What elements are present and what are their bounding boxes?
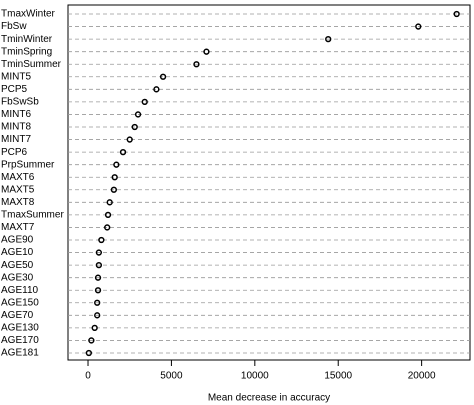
dot [159,73,167,80]
dot [88,337,95,344]
y-tick-label: FbSwSb [1,97,39,108]
dot [203,48,210,55]
dot [106,199,113,206]
dot [94,287,102,294]
dot [104,211,112,219]
y-tick-label: MINT6 [1,109,31,120]
y-tick-label: MAXT6 [1,172,35,183]
y-tick-label: AGE150 [1,297,39,308]
x-tick-label: 20000 [408,371,436,382]
dot [193,61,200,68]
dot [415,23,422,30]
dot [91,324,98,332]
dot [94,299,101,306]
x-tick-label: 10000 [241,371,269,382]
y-tick-label: AGE130 [1,323,39,334]
x-tick-label: 5000 [160,371,183,382]
dot [95,261,103,269]
dot [126,136,133,143]
y-tick-label: TminSummer [1,59,62,70]
y-tick-label: AGE50 [1,260,34,271]
dot [98,236,105,244]
y-tick-label: AGE181 [1,348,39,359]
dot [119,148,127,156]
y-tick-label: TminWinter [1,34,53,45]
y-tick-label: MINT5 [1,71,31,82]
y-tick-label: TmaxSummer [1,210,64,221]
y-tick-label: AGE170 [1,335,39,346]
x-tick-label: 0 [85,371,91,382]
dot [94,274,102,281]
y-tick-label: AGE10 [1,247,34,258]
y-tick-label: PrpSummer [1,159,55,170]
x-tick-label: 15000 [324,371,352,382]
y-tick-label: AGE70 [1,310,34,321]
x-axis-label: Mean decrease in accuracy [208,393,330,404]
y-tick-label: TminSpring [1,46,52,57]
dot [325,35,332,43]
dot [104,224,111,231]
dot [131,123,138,131]
dot [85,349,93,357]
dot [153,86,160,93]
y-tick-label: MAXT8 [1,197,35,208]
dot [94,312,101,319]
dot [453,10,460,18]
dot [95,249,103,256]
plot-frame [67,4,471,361]
y-tick-label: AGE110 [1,285,38,296]
y-tick-label: PCP6 [1,147,28,158]
y-tick-label: MINT7 [1,134,31,145]
y-tick-label: FbSw [1,21,27,32]
dot [113,161,120,168]
y-tick-label: AGE90 [1,235,34,246]
y-tick-label: MINT8 [1,122,31,133]
y-tick-label: AGE30 [1,272,34,283]
dot [141,98,148,106]
dot [111,174,118,181]
y-tick-label: TmaxWinter [1,9,56,20]
dot [134,111,142,118]
y-tick-label: PCP5 [1,84,28,95]
dot [110,186,118,193]
y-tick-label: MAXT7 [1,222,35,233]
y-tick-label: MAXT5 [1,184,35,195]
